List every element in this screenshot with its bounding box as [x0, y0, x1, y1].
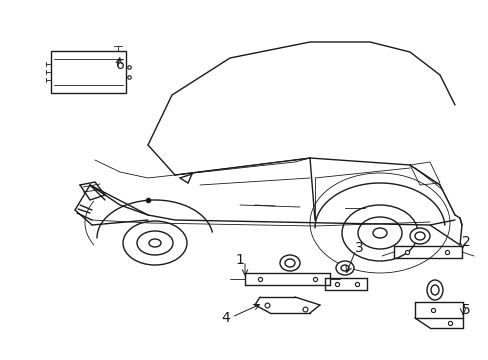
Text: 2: 2 — [461, 235, 470, 249]
FancyBboxPatch shape — [50, 51, 125, 93]
Ellipse shape — [409, 228, 429, 244]
Ellipse shape — [123, 221, 186, 265]
Ellipse shape — [280, 255, 299, 271]
Ellipse shape — [341, 205, 417, 261]
Ellipse shape — [335, 261, 353, 275]
Text: 1: 1 — [235, 253, 244, 267]
Text: 6: 6 — [116, 58, 124, 72]
Text: 5: 5 — [461, 303, 470, 317]
Text: 3: 3 — [354, 241, 363, 255]
Ellipse shape — [426, 280, 442, 300]
Text: 4: 4 — [221, 311, 229, 325]
